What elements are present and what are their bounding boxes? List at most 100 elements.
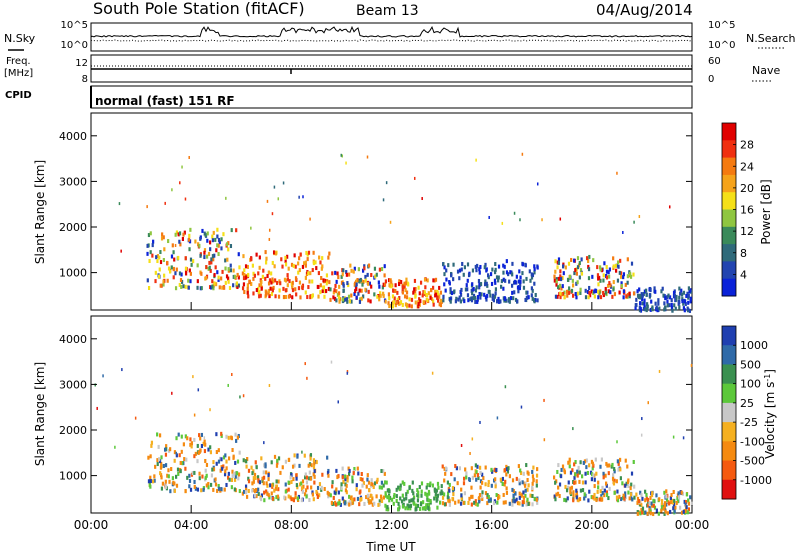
data-cell [588, 285, 591, 290]
data-cell [315, 460, 318, 465]
data-cell [172, 275, 175, 280]
data-cell [343, 501, 346, 506]
data-cell [413, 495, 416, 500]
data-cell [619, 271, 623, 276]
data-cell [474, 502, 477, 507]
data-cell [163, 273, 166, 278]
x-tick-label: 00:00 [74, 518, 109, 532]
data-cell [443, 466, 446, 471]
data-cell [384, 491, 387, 496]
data-cell [160, 455, 163, 460]
data-cell [658, 369, 661, 373]
data-cell [535, 483, 538, 488]
data-cell [340, 482, 343, 487]
data-cell [606, 283, 610, 288]
data-cell [357, 471, 360, 476]
data-cell [207, 481, 210, 486]
data-cell [426, 494, 429, 499]
data-cell [257, 271, 260, 276]
data-cell [428, 491, 431, 496]
data-cell [639, 511, 642, 516]
data-cell [355, 282, 358, 287]
data-cell [607, 289, 610, 294]
data-cell [360, 296, 363, 301]
data-cell [353, 497, 356, 502]
data-cell [629, 274, 633, 279]
data-cell [462, 272, 465, 277]
data-cell [685, 505, 688, 510]
data-cell [161, 232, 164, 237]
colorbar-tick-label: 500 [740, 358, 761, 371]
data-cell [262, 268, 265, 273]
data-cell [474, 299, 477, 304]
data-cell [476, 263, 479, 268]
data-cell [359, 477, 362, 482]
data-cell [581, 480, 585, 485]
data-cell [519, 279, 522, 284]
data-cell [685, 500, 688, 505]
x-tick-label: 16:00 [474, 518, 509, 532]
data-cell [553, 274, 556, 279]
data-cell [603, 493, 606, 498]
data-cell [515, 274, 518, 279]
data-cell [308, 279, 311, 284]
data-cell [511, 272, 514, 277]
data-cell [263, 463, 266, 468]
data-cell [493, 294, 497, 299]
data-cell [476, 297, 479, 302]
data-cell [573, 462, 576, 467]
data-cell [265, 489, 268, 494]
data-cell [567, 261, 571, 266]
data-cell [446, 480, 449, 485]
data-cell [426, 293, 429, 298]
data-cell [186, 436, 189, 441]
data-cell [621, 481, 624, 486]
data-cell [242, 458, 245, 463]
data-cell [453, 289, 456, 294]
data-cell [286, 277, 289, 282]
data-cell [266, 273, 269, 278]
data-cell [304, 475, 307, 480]
data-cell [611, 473, 615, 478]
data-cell [501, 482, 504, 487]
data-cell [207, 485, 210, 490]
data-cell [687, 501, 691, 506]
data-cell [502, 492, 505, 497]
data-cell [255, 494, 258, 499]
data-cell [536, 265, 539, 270]
data-cell [649, 307, 652, 312]
data-cell [444, 471, 447, 476]
data-cell [479, 479, 483, 484]
data-cell [151, 243, 154, 248]
data-cell [378, 267, 382, 272]
data-cell [526, 497, 529, 502]
data-cell [313, 474, 316, 479]
data-cell [569, 490, 572, 495]
data-cell [683, 308, 686, 313]
data-cell [268, 495, 271, 500]
data-cell [556, 260, 559, 265]
data-cell [478, 291, 481, 296]
data-cell [259, 293, 262, 298]
data-cell [329, 297, 332, 302]
data-cell [593, 496, 596, 501]
data-cell [502, 263, 505, 268]
data-cell [268, 278, 272, 283]
data-cell [556, 491, 560, 496]
data-cell [305, 250, 308, 255]
data-cell [377, 502, 380, 507]
data-cell [305, 480, 309, 485]
data-cell [166, 260, 169, 265]
data-cell [356, 466, 359, 471]
data-cell [151, 479, 155, 484]
data-cell [392, 288, 395, 293]
data-cell [516, 299, 519, 304]
data-cell [358, 299, 362, 304]
data-cell [331, 484, 334, 489]
data-cell [494, 280, 497, 285]
data-cell [404, 281, 408, 286]
data-cell [675, 297, 678, 302]
data-cell [367, 281, 370, 286]
colorbar-tick-label: -500 [740, 455, 765, 468]
data-cell [454, 464, 457, 469]
